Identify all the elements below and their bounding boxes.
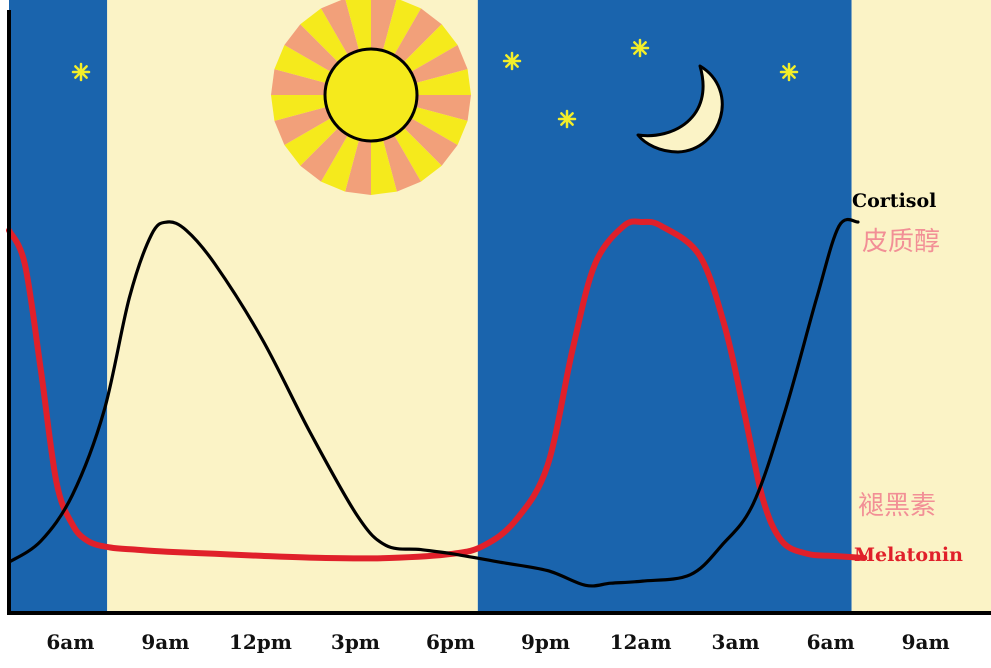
sun-icon [271,0,471,195]
melatonin-line [6,218,868,562]
series-labels: Cortisol 皮质醇 褪黑素 Melatonin [852,190,963,566]
cortisol-cn-label: 皮质醇 [862,227,940,257]
x-tick-label: 9pm [521,630,570,654]
x-tick-label: 3pm [331,630,380,654]
melatonin-cn-label: 褪黑素 [858,491,936,521]
x-tick-label: 9am [141,630,189,654]
stars [71,38,799,129]
series-lines [6,217,868,588]
background-bands [9,0,991,611]
x-tick-labels: 6am 9am 12pm 3pm 6pm 9pm 12am 3am 6am 9am [46,630,949,654]
cortisol-line [7,217,860,588]
day-band-3 [851,0,991,611]
x-tick-label: 6am [807,630,855,654]
melatonin-label: Melatonin [854,544,963,566]
cortisol-label: Cortisol [852,190,936,212]
crescent-moon-icon [636,64,724,154]
star-icon [779,62,799,82]
x-tick-label: 3am [712,630,760,654]
x-tick-label: 6am [46,630,94,654]
axes [7,10,991,615]
night-band-0 [9,0,108,611]
night-band-2 [477,0,852,611]
star-icon [502,51,522,71]
x-tick-label: 12am [610,630,672,654]
x-tick-label: 9am [902,630,950,654]
x-tick-label: 12pm [229,630,292,654]
star-icon [630,38,650,58]
x-tick-label: 6pm [426,630,475,654]
star-icon [71,62,91,82]
star-icon [557,109,577,129]
